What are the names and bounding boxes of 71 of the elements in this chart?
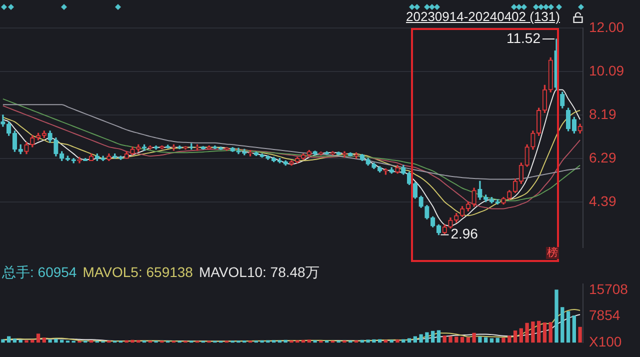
text: MAVOL5: 659138 — [82, 264, 194, 280]
text: 总手: 60954 — [1, 264, 77, 280]
bar — [537, 320, 541, 343]
bar — [531, 322, 535, 343]
bar — [24, 340, 28, 343]
bar — [284, 340, 288, 343]
y-tick-label: 8.19 — [589, 106, 616, 122]
bar — [472, 332, 476, 343]
bar — [396, 340, 400, 343]
bar — [7, 336, 11, 343]
bar — [60, 340, 64, 343]
bar — [525, 322, 529, 343]
bar — [136, 340, 140, 343]
bar — [548, 322, 552, 343]
bar — [413, 336, 417, 343]
text: 20230914-20240402 (131) — [406, 9, 560, 24]
y-tick-label: 7854 — [589, 307, 620, 324]
bar — [566, 311, 570, 343]
bar — [436, 330, 441, 343]
bar — [478, 336, 482, 343]
bar — [48, 340, 52, 343]
bar — [313, 340, 317, 343]
text: MAVOL10: 78.48万 — [198, 264, 320, 280]
bar — [18, 340, 22, 343]
annotation: 2.96 — [450, 226, 478, 242]
bar — [290, 340, 294, 343]
bar — [419, 334, 423, 343]
bar — [1, 339, 5, 343]
bar — [496, 338, 500, 343]
y-tick-label: 12.00 — [589, 18, 624, 35]
bar — [554, 290, 558, 343]
y-tick-label: 10.09 — [589, 62, 624, 79]
bar — [513, 330, 518, 343]
bar — [301, 340, 306, 343]
bar — [454, 336, 458, 343]
bar — [307, 340, 311, 343]
bar — [572, 315, 576, 343]
bar — [578, 326, 582, 343]
bar — [36, 334, 40, 343]
bar — [130, 340, 134, 343]
bar — [12, 338, 17, 343]
bar — [542, 322, 547, 343]
annotation: 榜 — [546, 247, 559, 259]
bar — [260, 340, 264, 343]
bar — [366, 340, 370, 343]
line-series — [2, 104, 581, 180]
bar — [466, 337, 470, 343]
bar — [30, 340, 34, 343]
y-tick-label: X100 — [589, 333, 622, 350]
bar — [431, 330, 435, 343]
annotation: 11.52 — [506, 30, 541, 46]
y-tick-label: 15708 — [589, 280, 628, 297]
bar — [42, 338, 46, 343]
bar — [442, 336, 446, 343]
bar — [425, 332, 429, 343]
bar — [360, 340, 364, 343]
bar — [560, 307, 564, 343]
bar — [384, 340, 388, 343]
bar — [448, 336, 452, 343]
bar — [519, 328, 523, 343]
bar — [54, 338, 58, 343]
y-tick-label: 4.39 — [589, 192, 616, 209]
bar — [266, 340, 270, 343]
candlestick — [0, 114, 6, 127]
bar — [372, 339, 376, 343]
bar — [502, 338, 506, 343]
bar — [460, 336, 464, 343]
bar — [508, 336, 512, 343]
bar — [484, 337, 488, 343]
y-tick-label: 6.29 — [589, 149, 616, 166]
bar — [272, 340, 276, 343]
